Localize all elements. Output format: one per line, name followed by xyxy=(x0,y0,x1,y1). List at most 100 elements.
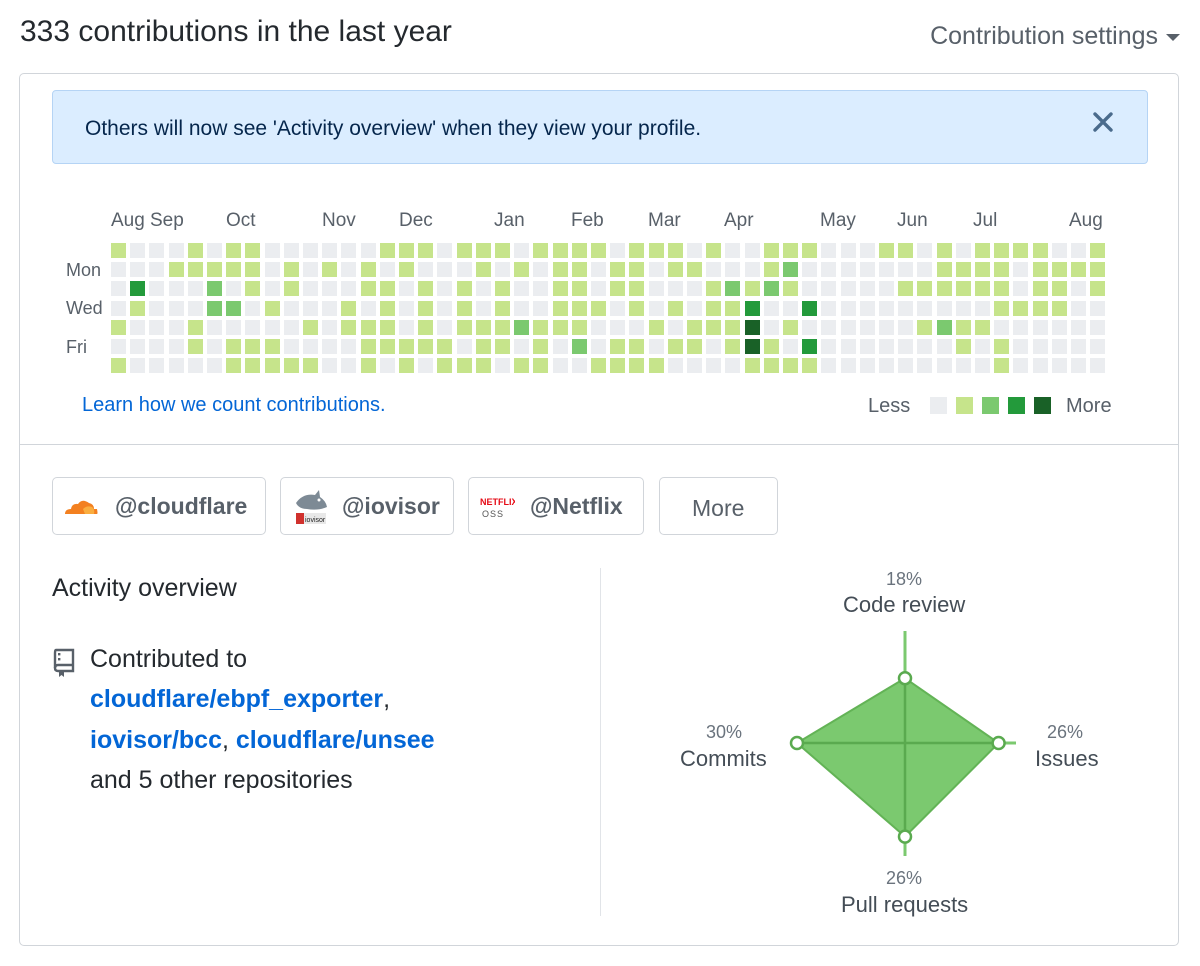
contribution-day[interactable] xyxy=(859,339,875,354)
contribution-day[interactable] xyxy=(725,281,741,297)
contribution-day[interactable] xyxy=(667,281,683,297)
contribution-day[interactable] xyxy=(533,300,549,316)
contribution-day[interactable] xyxy=(226,243,242,258)
contribution-day[interactable] xyxy=(264,243,280,258)
contribution-day[interactable] xyxy=(283,243,299,258)
contribution-day[interactable] xyxy=(687,339,702,354)
contribution-day[interactable] xyxy=(111,300,126,316)
contribution-day[interactable] xyxy=(744,262,760,278)
contribution-day[interactable] xyxy=(283,319,299,335)
contribution-day[interactable] xyxy=(975,262,990,278)
contribution-day[interactable] xyxy=(130,300,146,316)
org-button-netflix[interactable]: NETFLIX OSS @Netflix xyxy=(468,477,644,535)
contribution-day[interactable] xyxy=(418,281,434,297)
contribution-day[interactable] xyxy=(322,262,338,278)
contribution-day[interactable] xyxy=(648,300,664,316)
contribution-day[interactable] xyxy=(303,243,318,258)
contribution-day[interactable] xyxy=(706,262,722,278)
contribution-day[interactable] xyxy=(667,300,683,316)
contribution-day[interactable] xyxy=(207,243,222,258)
contribution-day[interactable] xyxy=(994,243,1010,258)
contribution-day[interactable] xyxy=(149,300,165,316)
contribution-day[interactable] xyxy=(706,319,722,335)
contribution-day[interactable] xyxy=(879,243,894,258)
contribution-day[interactable] xyxy=(840,319,856,335)
contribution-day[interactable] xyxy=(725,358,741,374)
contribution-day[interactable] xyxy=(379,319,395,335)
contribution-day[interactable] xyxy=(514,262,530,278)
contribution-day[interactable] xyxy=(399,262,414,278)
contribution-day[interactable] xyxy=(687,300,702,316)
repo-link[interactable]: iovisor/bcc xyxy=(90,726,222,754)
contribution-day[interactable] xyxy=(533,281,549,297)
contribution-day[interactable] xyxy=(360,262,376,278)
contribution-day[interactable] xyxy=(955,243,971,258)
contribution-day[interactable] xyxy=(360,339,376,354)
contribution-day[interactable] xyxy=(168,281,184,297)
contribution-day[interactable] xyxy=(514,339,530,354)
contribution-day[interactable] xyxy=(226,319,242,335)
contribution-day[interactable] xyxy=(418,262,434,278)
contribution-day[interactable] xyxy=(552,358,568,374)
contribution-day[interactable] xyxy=(667,243,683,258)
contribution-day[interactable] xyxy=(130,319,146,335)
contribution-day[interactable] xyxy=(111,243,126,258)
contribution-day[interactable] xyxy=(418,319,434,335)
contribution-day[interactable] xyxy=(341,339,357,354)
contribution-day[interactable] xyxy=(975,339,990,354)
contribution-day[interactable] xyxy=(245,339,261,354)
contribution-day[interactable] xyxy=(207,281,222,297)
contribution-day[interactable] xyxy=(917,300,933,316)
repo-link[interactable]: cloudflare/ebpf_exporter xyxy=(90,685,384,713)
contribution-day[interactable] xyxy=(149,358,165,374)
contribution-day[interactable] xyxy=(936,281,952,297)
org-button-iovisor[interactable]: iovisor @iovisor xyxy=(280,477,454,535)
contribution-day[interactable] xyxy=(1013,358,1029,374)
contribution-day[interactable] xyxy=(514,300,530,316)
contribution-day[interactable] xyxy=(111,281,126,297)
contribution-day[interactable] xyxy=(1071,358,1086,374)
contribution-day[interactable] xyxy=(1051,339,1067,354)
contribution-day[interactable] xyxy=(1013,339,1029,354)
contribution-day[interactable] xyxy=(226,262,242,278)
contribution-day[interactable] xyxy=(879,339,894,354)
contribution-day[interactable] xyxy=(514,243,530,258)
contribution-day[interactable] xyxy=(245,243,261,258)
contribution-day[interactable] xyxy=(1051,243,1067,258)
contribution-day[interactable] xyxy=(936,339,952,354)
contribution-day[interactable] xyxy=(283,358,299,374)
contribution-day[interactable] xyxy=(437,339,453,354)
contribution-day[interactable] xyxy=(456,300,472,316)
contribution-day[interactable] xyxy=(898,339,914,354)
contribution-day[interactable] xyxy=(763,262,779,278)
contribution-day[interactable] xyxy=(917,339,933,354)
contribution-day[interactable] xyxy=(955,300,971,316)
contribution-day[interactable] xyxy=(1071,300,1086,316)
contribution-day[interactable] xyxy=(802,339,818,354)
contribution-day[interactable] xyxy=(437,243,453,258)
contribution-day[interactable] xyxy=(111,339,126,354)
contribution-day[interactable] xyxy=(1032,358,1048,374)
contribution-day[interactable] xyxy=(360,319,376,335)
contribution-day[interactable] xyxy=(879,262,894,278)
contribution-day[interactable] xyxy=(783,300,798,316)
contribution-day[interactable] xyxy=(859,243,875,258)
contribution-day[interactable] xyxy=(111,262,126,278)
contribution-day[interactable] xyxy=(629,358,645,374)
contribution-day[interactable] xyxy=(495,243,510,258)
contribution-day[interactable] xyxy=(994,262,1010,278)
contribution-day[interactable] xyxy=(322,319,338,335)
contribution-day[interactable] xyxy=(879,281,894,297)
contribution-day[interactable] xyxy=(667,319,683,335)
contribution-day[interactable] xyxy=(648,319,664,335)
contribution-day[interactable] xyxy=(725,339,741,354)
contribution-day[interactable] xyxy=(495,262,510,278)
contribution-day[interactable] xyxy=(475,358,491,374)
contribution-day[interactable] xyxy=(1051,262,1067,278)
contribution-day[interactable] xyxy=(667,358,683,374)
contribution-day[interactable] xyxy=(629,262,645,278)
contribution-day[interactable] xyxy=(360,358,376,374)
contribution-day[interactable] xyxy=(303,319,318,335)
contribution-day[interactable] xyxy=(821,243,837,258)
contribution-day[interactable] xyxy=(687,281,702,297)
